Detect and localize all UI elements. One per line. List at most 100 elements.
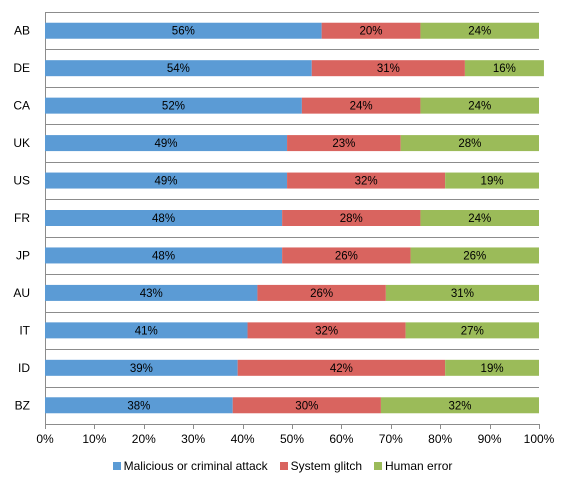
bar-segment (45, 60, 312, 77)
bar-segment (45, 210, 283, 226)
data-label: 48% (152, 250, 175, 262)
legend-swatch (374, 462, 383, 470)
x-axis: 0% 10% 20% 30% 40% 50% 60% 70% 80% 90% 100% (36, 424, 555, 446)
data-label: 27% (461, 325, 484, 337)
bar-segment (45, 97, 302, 114)
x-tick-label: 50% (280, 432, 304, 446)
bar-segment (232, 397, 381, 414)
category-label: BZ (15, 398, 30, 412)
bar-segment (400, 135, 539, 152)
category-label: US (13, 174, 30, 188)
x-tick-label: 30% (181, 432, 205, 446)
data-label: 56% (172, 26, 195, 38)
bar-segment (445, 359, 539, 376)
category-label: DE (13, 61, 30, 75)
data-label: 26% (310, 288, 333, 300)
category-label: AB (14, 24, 30, 38)
x-tick-label: 20% (132, 432, 156, 446)
bars (45, 22, 544, 414)
bar-segment (45, 284, 258, 301)
data-label: 23% (332, 138, 355, 150)
x-tick-label: 0% (36, 432, 54, 446)
bar-segment (45, 397, 233, 414)
bar-segment (420, 210, 539, 226)
data-label: 32% (448, 400, 471, 412)
legend-label: Malicious or criminal attack (123, 459, 268, 473)
bar-segment (420, 97, 539, 114)
x-tick-label: 100% (524, 432, 555, 446)
data-label: 42% (330, 363, 353, 375)
data-label: 24% (468, 213, 491, 225)
legend-item: Human error (374, 459, 452, 473)
bar-segment (45, 322, 248, 339)
bar-segment (311, 60, 465, 77)
legend: Malicious or criminal attack System glitc… (0, 459, 565, 473)
x-tick-label: 60% (329, 432, 353, 446)
bar-segment (45, 247, 283, 264)
bar-segment (410, 247, 539, 264)
bar-segment (45, 22, 322, 39)
legend-item: Malicious or criminal attack (112, 459, 268, 473)
data-label: 24% (350, 101, 373, 113)
bar-segment (247, 322, 406, 339)
x-tick-label: 90% (478, 432, 502, 446)
category-label: IT (19, 323, 30, 337)
data-label: 26% (463, 250, 486, 262)
data-label: 30% (295, 400, 318, 412)
data-label: 32% (355, 176, 378, 188)
data-label: 28% (458, 138, 481, 150)
data-label: 31% (451, 288, 474, 300)
data-label: 31% (377, 63, 400, 75)
data-label: 20% (360, 26, 383, 38)
x-tick-label: 80% (428, 432, 452, 446)
data-label: 19% (481, 176, 504, 188)
legend-label: System glitch (290, 459, 363, 473)
category-label: AU (13, 286, 30, 300)
data-label: 19% (481, 363, 504, 375)
bar-segment (445, 172, 539, 189)
category-label: CA (13, 99, 30, 113)
bar-segment (45, 135, 288, 152)
data-label: 24% (468, 101, 491, 113)
bar-segment (237, 359, 446, 376)
data-labels: 56% 20% 24% 54% 31% 16% 52% 24% 24% 49% 23% 28% 49% 3… (127, 26, 516, 413)
category-label: JP (16, 248, 30, 262)
data-label: 24% (468, 26, 491, 38)
legend-item: System glitch (279, 459, 363, 473)
bar-segment (464, 60, 544, 77)
data-label: 48% (152, 213, 175, 225)
bar-segment (321, 22, 421, 39)
data-label: 52% (162, 101, 185, 113)
data-label: 43% (140, 288, 163, 300)
category-label: FR (14, 211, 30, 225)
category-axis: AB DE CA UK US FR JP AU IT ID BZ (13, 24, 30, 413)
bar-segment (282, 247, 411, 264)
data-label: 28% (340, 213, 363, 225)
data-label: 49% (155, 176, 178, 188)
x-tick-label: 70% (379, 432, 403, 446)
bar-segment (287, 172, 446, 189)
bar-segment (257, 284, 386, 301)
bar-segment (380, 397, 539, 414)
data-label: 32% (315, 325, 338, 337)
data-label: 39% (130, 363, 153, 375)
legend-label: Human error (385, 459, 453, 473)
bar-segment (405, 322, 539, 339)
data-label: 38% (127, 400, 150, 412)
bar-segment (420, 22, 539, 39)
data-label: 16% (493, 63, 516, 75)
data-label: 26% (335, 250, 358, 262)
x-tick-label: 40% (231, 432, 255, 446)
data-label: 54% (167, 63, 190, 75)
bar-segment (282, 210, 421, 226)
bar-segment (385, 284, 539, 301)
bar-segment (287, 135, 401, 152)
bar-segment (45, 359, 238, 376)
legend-swatch (279, 462, 288, 470)
category-label: ID (18, 361, 30, 375)
bar-segment (45, 172, 288, 189)
category-label: UK (13, 136, 30, 150)
legend-swatch (112, 462, 121, 470)
x-tick-label: 10% (82, 432, 106, 446)
